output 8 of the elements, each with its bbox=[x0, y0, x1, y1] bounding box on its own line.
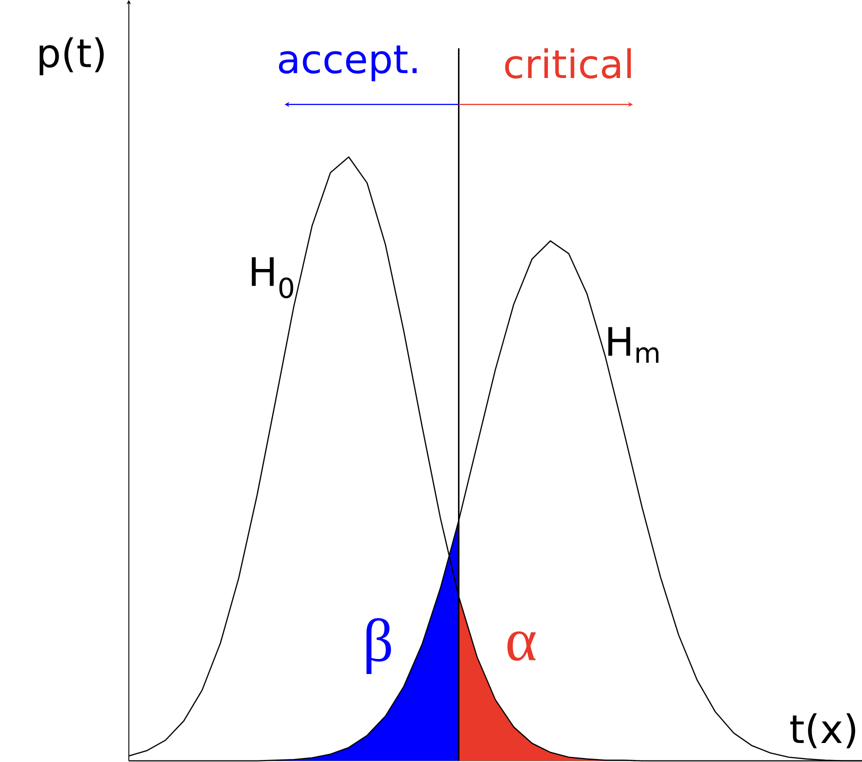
series-label: H$_{m}$ bbox=[608, 327, 658, 363]
text: critical bbox=[505, 48, 631, 79]
series-label: β bbox=[366, 618, 391, 674]
y-axis-title: p(t) bbox=[40, 37, 104, 76]
x-axis-title: t(x) bbox=[790, 713, 856, 748]
series-label: α bbox=[507, 632, 536, 661]
text: accept. bbox=[278, 46, 417, 82]
series-label: H$_{0}$ bbox=[252, 257, 294, 298]
